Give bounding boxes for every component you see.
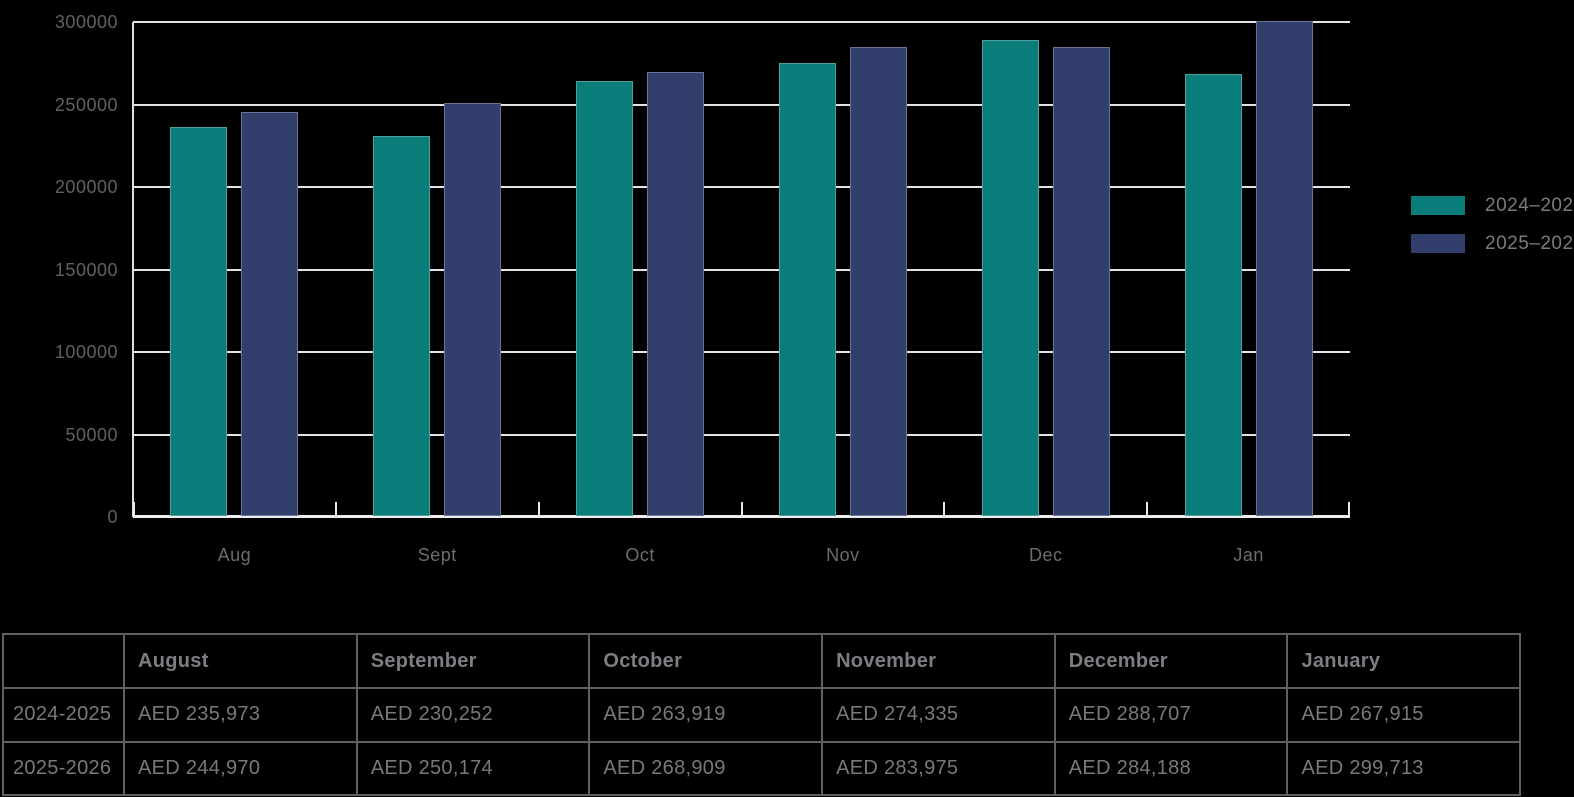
y-axis-tick-label: 200000	[54, 177, 118, 197]
column-header-september: September	[355, 633, 591, 689]
x-axis-tick	[1348, 502, 1350, 515]
x-axis-tick	[133, 502, 135, 515]
value-cell-december-2025-2026: AED 284,188	[1053, 740, 1289, 796]
bar-2025-2026-aug	[241, 111, 299, 516]
y-axis-tick-label: 300000	[54, 12, 118, 32]
bar-2024-2025-jan	[1184, 73, 1242, 516]
bar-2024-2025-dec	[981, 39, 1039, 516]
bar-2024-2025-sept	[373, 136, 431, 516]
x-axis-tick	[334, 502, 337, 515]
value-cell-september-2025-2026: AED 250,174	[355, 740, 591, 796]
bar-2024-2025-nov	[778, 63, 836, 516]
x-axis-category-label: Dec	[1028, 545, 1063, 565]
bar-2024-2025-aug	[170, 126, 228, 516]
legend-swatch	[1411, 234, 1465, 253]
x-axis-tick	[1146, 502, 1149, 515]
y-axis-tick-label: 50000	[65, 424, 118, 445]
gridline	[133, 351, 1350, 353]
value-cell-october-2024-2025: AED 263,919	[588, 687, 824, 743]
x-axis-tick	[537, 502, 540, 515]
row-label: 2024-2025	[2, 687, 125, 743]
chart-legend: 2024–2025 2025–2026	[1411, 194, 1574, 272]
y-axis-tick-label: 250000	[54, 94, 118, 115]
legend-label: 2025–2026	[1485, 232, 1574, 254]
x-axis-category-label: Nov	[826, 545, 860, 565]
bar-2025-2026-dec	[1052, 47, 1110, 516]
bar-2025-2026-sept	[444, 103, 502, 516]
corner-cell	[2, 633, 125, 689]
monthly-values-table: August September October November December Ja…	[2, 633, 1522, 796]
column-header-october: October	[588, 633, 824, 689]
legend-swatch	[1411, 196, 1465, 215]
x-axis-category-label: Oct	[625, 545, 655, 565]
gridline	[133, 433, 1350, 436]
value-cell-november-2024-2025: AED 274,335	[821, 687, 1056, 743]
x-axis-category-label: Jan	[1233, 545, 1264, 565]
legend-item[interactable]: 2025–2026	[1411, 232, 1574, 254]
gridline	[133, 21, 1350, 23]
value-cell-january-2024-2025: AED 267,915	[1286, 687, 1522, 743]
bar-2025-2026-oct	[647, 72, 705, 516]
table-header-row: August September October November December Ja…	[2, 633, 1522, 689]
column-header-december: December	[1053, 633, 1289, 689]
gridline	[133, 103, 1350, 106]
bar-2025-2026-jan	[1255, 21, 1313, 516]
value-cell-october-2025-2026: AED 268,909	[588, 740, 824, 796]
value-cell-december-2024-2025: AED 288,707	[1053, 687, 1289, 743]
plot-area	[132, 21, 1350, 518]
y-axis-tick-label: 100000	[54, 342, 118, 362]
column-header-november: November	[821, 633, 1056, 689]
column-header-august: August	[123, 633, 358, 689]
y-axis-tick-label: 150000	[54, 259, 118, 280]
bar-2025-2026-nov	[849, 47, 907, 516]
x-axis-tick	[740, 502, 743, 515]
value-cell-september-2024-2025: AED 230,252	[355, 687, 591, 743]
x-axis-category-label: Aug	[217, 545, 252, 565]
legend-label: 2024–2025	[1485, 194, 1574, 216]
bar-2024-2025-oct	[576, 80, 634, 516]
legend-item[interactable]: 2024–2025	[1411, 194, 1574, 216]
value-cell-january-2025-2026: AED 299,713	[1286, 740, 1522, 796]
value-cell-august-2024-2025: AED 235,973	[123, 687, 358, 743]
gridline	[133, 268, 1350, 271]
column-header-january: January	[1286, 633, 1522, 689]
x-axis-tick	[943, 502, 946, 515]
table-row-2024-2025: 2024-2025 AED 235,973 AED 230,252 AED 263,9…	[2, 687, 1522, 743]
monthly-revenue-bar-chart: 0 50000 100000 150000 200000 250000 300000 Aug…	[54, 12, 1574, 565]
x-axis-category-label: Sept	[417, 545, 457, 565]
gridline	[133, 186, 1350, 188]
gridline	[133, 515, 1350, 518]
y-axis-tick-label: 0	[107, 507, 118, 527]
value-cell-august-2025-2026: AED 244,970	[123, 740, 358, 796]
row-label: 2025-2026	[2, 740, 125, 796]
table-row-2025-2026: 2025-2026 AED 244,970 AED 250,174 AED 268,9…	[2, 740, 1522, 796]
value-cell-november-2025-2026: AED 283,975	[821, 740, 1056, 796]
